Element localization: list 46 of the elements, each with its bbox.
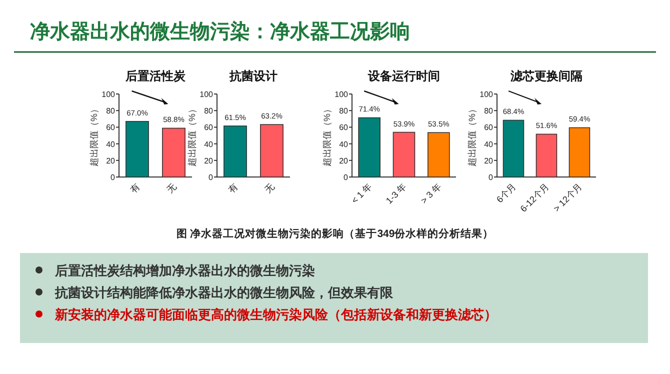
x-tick-label: 无 xyxy=(164,181,178,195)
y-tick-label: 60 xyxy=(106,123,116,132)
y-axis-title: 超出限值（%） xyxy=(89,104,99,167)
y-tick-label: 80 xyxy=(339,106,349,116)
chart-title: 滤芯更换间隔 xyxy=(510,69,582,83)
chart-title: 设备运行时间 xyxy=(367,69,440,83)
text: 图 净水器工况对微生物污染的影响（基于349份水样的分析结果） xyxy=(176,227,494,240)
y-tick-label: 40 xyxy=(106,140,116,149)
y-tick-label: 40 xyxy=(484,140,494,149)
x-tick-label: 1-3 年 xyxy=(384,181,408,206)
y-axis-title: 超出限值（%） xyxy=(322,104,332,167)
y-tick-label: 40 xyxy=(339,140,349,149)
x-tick-label: 有 xyxy=(128,181,142,195)
y-tick-label: 20 xyxy=(339,156,349,166)
y-tick-label: 100 xyxy=(480,90,494,99)
x-tick-label: < 1 年 xyxy=(350,181,374,206)
text: 净水器出水的微生物污染：净水器工况影响 xyxy=(30,20,410,43)
x-tick-label: 有 xyxy=(226,181,240,195)
y-tick-label: 60 xyxy=(339,123,349,132)
x-tick-label: > 3 年 xyxy=(418,181,444,206)
y-axis-title: 超出限值（%） xyxy=(187,104,197,167)
y-tick-label: 100 xyxy=(334,90,349,99)
text: 新安装的净水器可能面临更高的微生物污染风险（包括新设备和新更换滤芯） xyxy=(54,307,497,322)
y-tick-label: 0 xyxy=(488,173,494,182)
y-tick-label: 0 xyxy=(208,173,214,182)
x-tick-label: 无 xyxy=(262,181,276,195)
y-tick-label: 20 xyxy=(106,156,116,166)
y-tick-label: 60 xyxy=(204,123,214,132)
y-tick-label: 60 xyxy=(484,123,494,132)
y-tick-label: 80 xyxy=(204,106,214,116)
y-tick-label: 100 xyxy=(102,90,116,99)
y-axis-title: 超出限值（%） xyxy=(467,104,477,167)
y-tick-label: 0 xyxy=(344,173,349,182)
y-tick-label: 0 xyxy=(110,173,116,182)
y-tick-label: 20 xyxy=(484,156,494,166)
chart-title: 后置活性炭 xyxy=(124,69,186,83)
y-tick-label: 100 xyxy=(200,90,214,99)
chart-title: 抗菌设计 xyxy=(228,69,278,83)
y-tick-label: 40 xyxy=(204,140,214,149)
y-tick-label: 80 xyxy=(484,106,494,116)
y-tick-label: 20 xyxy=(204,156,214,166)
x-tick-label: > 12个月 xyxy=(552,181,584,214)
y-tick-label: 80 xyxy=(106,106,116,116)
text: 抗菌设计结构能降低净水器出水的微生物风险，但效果有限 xyxy=(54,285,394,300)
text: 后置活性炭结构增加净水器出水的微生物污染 xyxy=(54,263,315,278)
x-tick-label: 6个月 xyxy=(494,181,518,205)
